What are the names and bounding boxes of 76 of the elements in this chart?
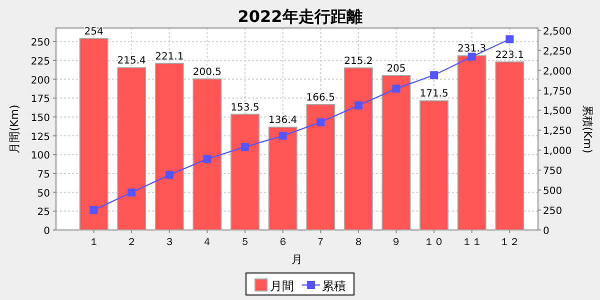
legend-label: 月間 [270,279,294,293]
data-label: 200.5 [192,66,222,78]
y2-tick-label: 2,000 [543,66,572,78]
x-tick-label: ８ [353,237,364,248]
data-label: 254 [84,26,104,38]
point [203,154,212,163]
y2-tick-label: 750 [543,166,562,178]
x-axis-title: 月 [292,253,302,266]
data-label: 215.2 [344,56,373,67]
bar [382,74,411,230]
bar [495,61,524,230]
y2-tick-label: 0 [543,226,550,237]
point [278,132,287,140]
legend-label: 累積 [322,279,346,293]
point [354,101,362,110]
x-tick-label: ７ [316,237,326,248]
bar [457,55,486,230]
y-tick-label: 0 [44,226,50,237]
x-tick-label: １ [88,237,99,248]
data-label: 223.1 [495,50,524,61]
y2-tick-label: 1,250 [543,126,572,138]
data-label: 153.5 [230,102,260,114]
data-label: 171.5 [420,88,448,100]
bar [306,104,336,230]
point [506,35,514,44]
x-tick-label: ９ [391,237,402,248]
point [90,206,98,214]
point [128,188,136,196]
data-label: 215.4 [117,56,146,67]
y-tick-label: 100 [30,150,50,162]
y2-tick-label: 250 [543,206,562,218]
point [392,84,400,93]
x-tick-label: ２ [126,237,137,248]
point [468,52,476,61]
point [430,71,438,80]
bar [344,67,373,230]
y-tick-label: 175 [30,94,50,106]
x-tick-label: ６ [278,237,288,248]
y-tick-label: 75 [37,169,50,180]
y-tick-label: 150 [30,112,50,124]
data-label: 231.3 [458,44,486,55]
y-tick-label: 200 [30,75,50,86]
x-tick-label: ３ [164,237,174,248]
y-tick-label: 250 [30,38,50,49]
data-label: 166.5 [306,92,335,104]
x-tick-label: １０ [424,237,444,248]
y2-tick-label: 2,500 [543,26,572,38]
bar [154,62,184,230]
point [316,118,325,126]
point [241,142,250,151]
y-axis-title: 月間(Km) [8,104,21,154]
data-label: 221.1 [155,51,184,62]
bar [230,114,260,230]
x-tick-label: １１ [462,237,482,248]
y2-axis-title: 累積(Km) [581,104,594,154]
bar [79,38,108,230]
y2-tick-label: 1,500 [543,106,572,118]
y2-tick-label: 2,250 [543,46,572,58]
x-tick-label: １２ [500,237,520,248]
y2-tick-label: 1,000 [543,146,572,158]
y-tick-label: 50 [37,188,50,200]
bar [192,78,222,230]
y-tick-label: 225 [30,56,50,68]
bar [268,126,298,230]
y-tick-label: 25 [37,207,50,218]
data-label: 136.4 [268,115,298,126]
data-label: 205 [386,63,406,74]
y2-tick-label: 500 [543,186,562,198]
x-tick-label: ４ [202,237,212,248]
bar [420,100,449,230]
bar [117,67,146,230]
y2-tick-label: 1,750 [543,86,572,98]
point [165,170,174,179]
x-tick-label: ５ [240,237,250,248]
y-tick-label: 125 [30,132,50,143]
chart-title: 2022年走行距離 [238,7,362,26]
